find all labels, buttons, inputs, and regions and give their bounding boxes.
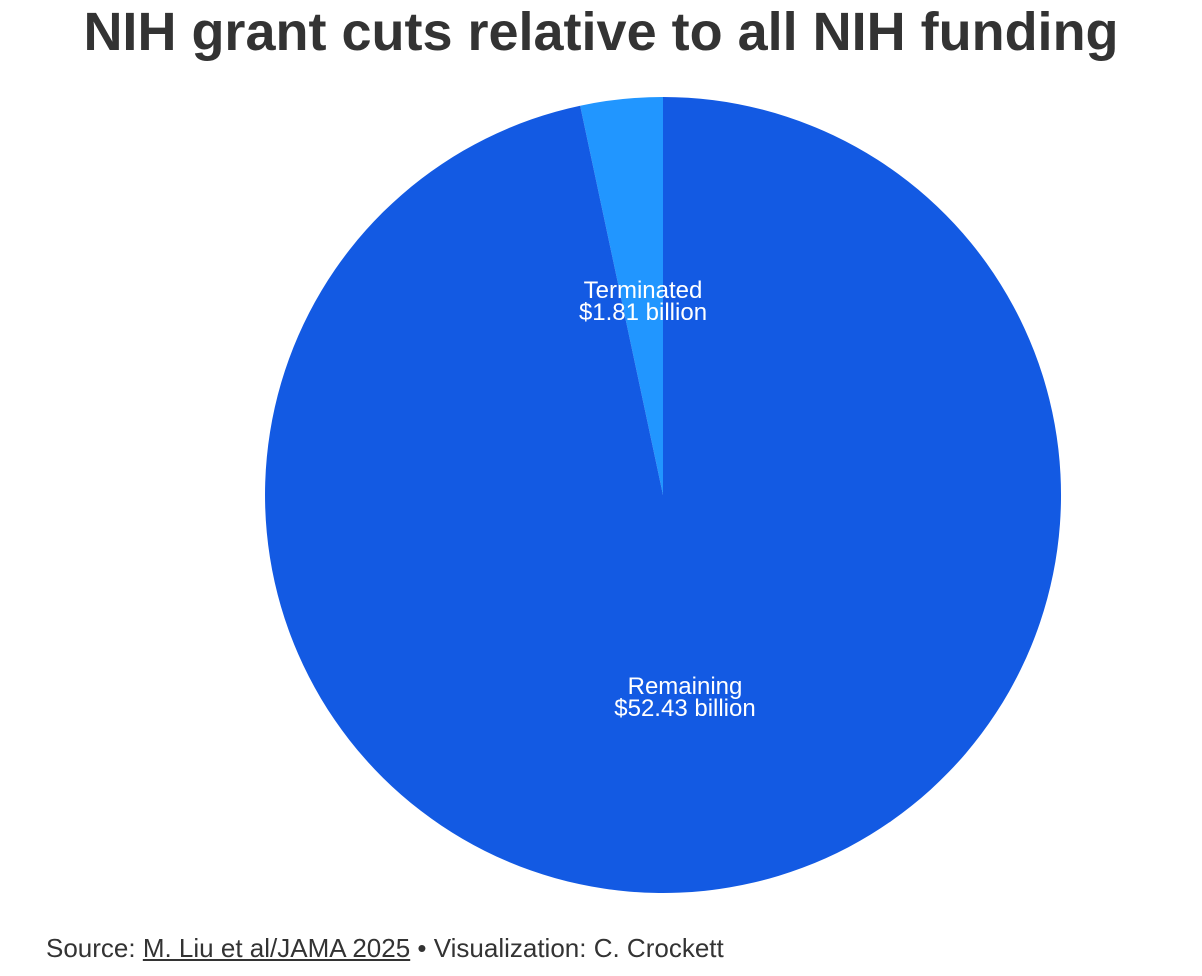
source-credit: Source: M. Liu et al/JAMA 2025 • Visuali… [46, 930, 724, 966]
slice-value-terminated: $1.81 billion [579, 299, 707, 326]
slice-value-remaining: $52.43 billion [614, 695, 755, 722]
slice-label-terminated: Terminated [584, 277, 703, 304]
pie-slices [265, 96, 1062, 893]
pie-labels: Terminated$1.81 billion Remaining$52.43 b… [579, 277, 756, 722]
source-link[interactable]: M. Liu et al/JAMA 2025 [142, 933, 411, 963]
source-prefix: Source: [46, 933, 143, 963]
chart-title: NIH grant cuts relative to all NIH fundi… [83, 2, 1119, 62]
slice-label-remaining: Remaining [628, 673, 743, 700]
visualization-credit: • Visualization: C. Crockett [410, 933, 724, 963]
pie-slice-terminated [580, 97, 663, 495]
pie-slice-remaining [265, 96, 1062, 893]
